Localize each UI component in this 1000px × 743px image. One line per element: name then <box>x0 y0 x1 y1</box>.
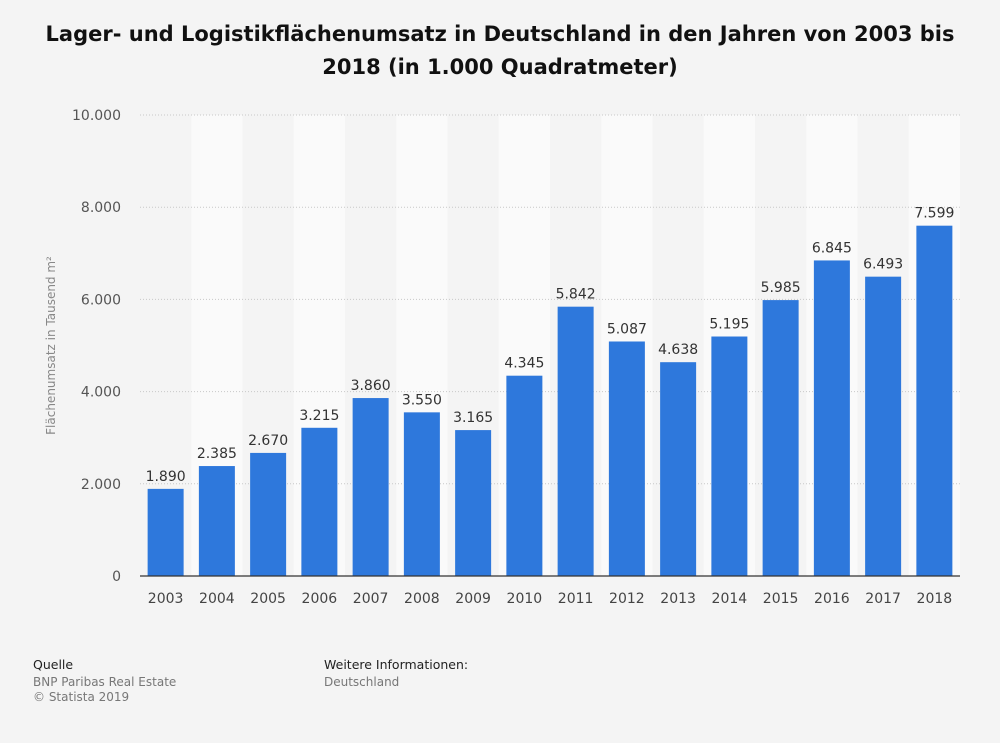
bar-2012 <box>608 341 645 576</box>
x-tick-label: 2009 <box>455 591 491 607</box>
bar-2005 <box>250 452 287 576</box>
bar-2011 <box>557 306 594 576</box>
x-tick-label: 2004 <box>199 591 235 607</box>
x-tick-label: 2006 <box>302 591 338 607</box>
value-label: 5.985 <box>761 280 801 296</box>
value-label: 3.550 <box>402 392 442 408</box>
bar-2006 <box>301 427 338 576</box>
bar-2009 <box>455 430 492 576</box>
x-tick-label: 2015 <box>763 591 799 607</box>
x-tick-label: 2018 <box>917 591 953 607</box>
value-label: 3.860 <box>351 378 391 394</box>
bars <box>147 225 953 576</box>
value-label: 2.385 <box>197 446 237 462</box>
y-tick-label: 8.000 <box>81 200 121 216</box>
x-tick-label: 2013 <box>660 591 696 607</box>
bar-2003 <box>147 488 184 576</box>
bar-2013 <box>660 362 697 576</box>
value-label: 5.087 <box>607 321 647 337</box>
y-tick-label: 0 <box>112 569 121 585</box>
y-tick-label: 10.000 <box>72 108 121 124</box>
x-tick-label: 2012 <box>609 591 645 607</box>
value-label: 4.638 <box>658 342 698 358</box>
value-label: 5.195 <box>709 317 749 333</box>
bar-2018 <box>916 225 953 576</box>
x-tick-label: 2003 <box>148 591 184 607</box>
source-label: Quelle <box>33 657 74 672</box>
bar-2016 <box>813 260 850 576</box>
bar-2014 <box>711 336 748 576</box>
info-value: Deutschland <box>324 675 400 689</box>
y-axis-label: Flächenumsatz in Tausend m² <box>44 256 58 435</box>
bar-2008 <box>403 412 440 576</box>
value-label: 5.842 <box>556 287 596 303</box>
bar-2017 <box>865 276 902 576</box>
x-tick-label: 2010 <box>507 591 543 607</box>
bar-2004 <box>198 466 235 576</box>
bar-2007 <box>352 398 389 576</box>
x-tick-label: 2016 <box>814 591 850 607</box>
x-tick-label: 2017 <box>865 591 901 607</box>
value-label: 6.845 <box>812 240 852 256</box>
x-tick-label: 2011 <box>558 591 594 607</box>
y-tick-label: 2.000 <box>81 477 121 493</box>
value-label: 4.345 <box>504 356 544 372</box>
copyright: © Statista 2019 <box>33 690 130 704</box>
chart-title: Lager- und Logistikflächenumsatz in Deut… <box>45 22 955 79</box>
x-tick-label: 2005 <box>250 591 286 607</box>
value-label: 7.599 <box>914 206 954 222</box>
bar-2010 <box>506 375 543 576</box>
value-label: 3.215 <box>299 408 339 424</box>
x-tick-label: 2008 <box>404 591 440 607</box>
source-value: BNP Paribas Real Estate <box>33 675 177 689</box>
value-label: 3.165 <box>453 410 493 426</box>
value-label: 6.493 <box>863 257 903 273</box>
value-label: 2.670 <box>248 433 288 449</box>
y-tick-label: 6.000 <box>81 292 121 308</box>
bar-chart: 0 2.000 4.000 6.000 8.000 10.000 1.890 2.385 2.… <box>44 108 960 607</box>
x-tick-label: 2014 <box>712 591 748 607</box>
value-label: 1.890 <box>146 469 186 485</box>
value-labels: 1.890 2.385 2.670 3.215 3.860 3.550 3.165 4.345… <box>146 206 955 485</box>
y-axis-ticks: 0 2.000 4.000 6.000 8.000 10.000 <box>72 108 121 585</box>
bar-2015 <box>762 300 799 576</box>
y-tick-label: 4.000 <box>81 385 121 401</box>
x-axis-ticks: 2003 2004 2005 2006 2007 2008 2009 2010 2011 2012… <box>148 591 952 607</box>
info-label: Weitere Informationen: <box>324 657 469 672</box>
x-tick-label: 2007 <box>353 591 389 607</box>
